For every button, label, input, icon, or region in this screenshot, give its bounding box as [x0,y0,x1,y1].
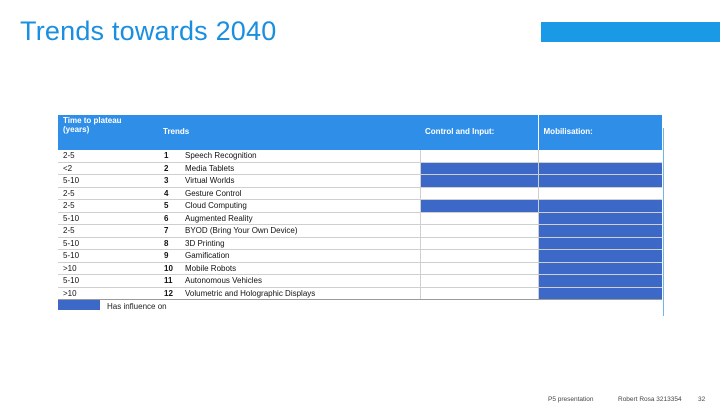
trend-name-cell: BYOD (Bring Your Own Device) [180,224,421,238]
table-row: 5-10 6 Augmented Reality [58,212,663,225]
header-time-line1: Time to plateau [63,116,122,125]
trend-name-cell: Cloud Computing [180,199,421,213]
legend-swatch [58,300,100,310]
mobilisation-influence-cell [537,150,663,163]
table-row: 2-5 5 Cloud Computing [58,199,663,213]
mobilisation-influence-cell [537,262,663,275]
table-body: 2-5 1 Speech Recognition <2 2 Media Tablets 5-… [58,150,663,300]
table-row: 2-5 1 Speech Recognition [58,150,663,163]
trend-number-cell: 4 [158,187,180,200]
control-influence-cell [419,274,539,288]
header-trends: Trends [158,115,421,150]
footer-presentation: P5 presentation [548,396,594,403]
trend-number-cell: 11 [158,274,180,288]
trend-name-cell: Gamification [180,249,421,263]
header-mobilisation: Mobilisation: [537,115,663,150]
control-influence-cell [419,199,539,213]
time-cell: >10 [58,262,158,275]
time-cell: 5-10 [58,274,158,288]
trend-name-cell: Volumetric and Holographic Displays [180,287,421,300]
control-influence-cell [419,187,539,200]
control-influence-cell [419,237,539,250]
time-cell: 5-10 [58,237,158,250]
trends-table: Time to plateau (years) Trends Control a… [58,115,663,300]
trend-name-cell: Virtual Worlds [180,174,421,188]
trend-number-cell: 2 [158,162,180,175]
trend-number-cell: 5 [158,199,180,213]
trend-name-cell: Gesture Control [180,187,421,200]
table-row: 5-10 11 Autonomous Vehicles [58,274,663,288]
trend-number-cell: 3 [158,174,180,188]
trend-number-cell: 1 [158,150,180,163]
mobilisation-influence-cell [537,174,663,188]
control-influence-cell [419,174,539,188]
control-influence-cell [419,150,539,163]
trend-name-cell: Mobile Robots [180,262,421,275]
trend-number-cell: 8 [158,237,180,250]
header-time-line2: (years) [63,125,90,134]
table-row: <2 2 Media Tablets [58,162,663,175]
header-time-to-plateau: Time to plateau (years) [58,115,158,150]
time-cell: <2 [58,162,158,175]
control-influence-cell [419,212,539,225]
footer-author: Robert Rosa 3213354 [618,396,682,403]
trend-name-cell: Speech Recognition [180,150,421,163]
mobilisation-influence-cell [537,187,663,200]
mobilisation-influence-cell [537,199,663,213]
mobilisation-influence-cell [537,287,663,300]
control-influence-cell [419,224,539,238]
mobilisation-influence-cell [537,162,663,175]
table-row: >10 12 Volumetric and Holographic Displays [58,287,663,300]
footer-page-number: 32 [698,396,706,403]
mobilisation-influence-cell [537,274,663,288]
trend-number-cell: 12 [158,287,180,300]
trend-name-cell: Autonomous Vehicles [180,274,421,288]
time-cell: 5-10 [58,174,158,188]
header-trends-label: Trends [163,127,190,136]
trend-name-cell: 3D Printing [180,237,421,250]
time-cell: 2-5 [58,187,158,200]
control-influence-cell [419,249,539,263]
trend-number-cell: 10 [158,262,180,275]
control-influence-cell [419,262,539,275]
header-control-label: Control and Input: [425,127,495,136]
header-mobilisation-label: Mobilisation: [543,127,593,136]
title-accent-bar [541,22,720,42]
trend-number-cell: 6 [158,212,180,225]
time-cell: 5-10 [58,212,158,225]
table-row: 2-5 7 BYOD (Bring Your Own Device) [58,224,663,238]
table-header-row: Time to plateau (years) Trends Control a… [58,115,663,150]
mobilisation-influence-cell [537,212,663,225]
control-influence-cell [419,287,539,300]
slide-title: Trends towards 2040 [20,16,277,46]
header-control: Control and Input: [420,115,539,150]
right-divider-line [663,128,664,316]
time-cell: 2-5 [58,199,158,213]
table-row: >10 10 Mobile Robots [58,262,663,275]
time-cell: 5-10 [58,249,158,263]
trend-number-cell: 7 [158,224,180,238]
time-cell: 2-5 [58,224,158,238]
table-row: 5-10 9 Gamification [58,249,663,263]
table-row: 2-5 4 Gesture Control [58,187,663,200]
control-influence-cell [419,162,539,175]
mobilisation-influence-cell [537,237,663,250]
trend-name-cell: Media Tablets [180,162,421,175]
trend-number-cell: 9 [158,249,180,263]
time-cell: 2-5 [58,150,158,163]
trends-table-container: Time to plateau (years) Trends Control a… [58,115,663,300]
table-row: 5-10 3 Virtual Worlds [58,174,663,188]
legend-label: Has influence on [107,302,167,311]
time-cell: >10 [58,287,158,300]
mobilisation-influence-cell [537,224,663,238]
mobilisation-influence-cell [537,249,663,263]
table-row: 5-10 8 3D Printing [58,237,663,250]
trend-name-cell: Augmented Reality [180,212,421,225]
